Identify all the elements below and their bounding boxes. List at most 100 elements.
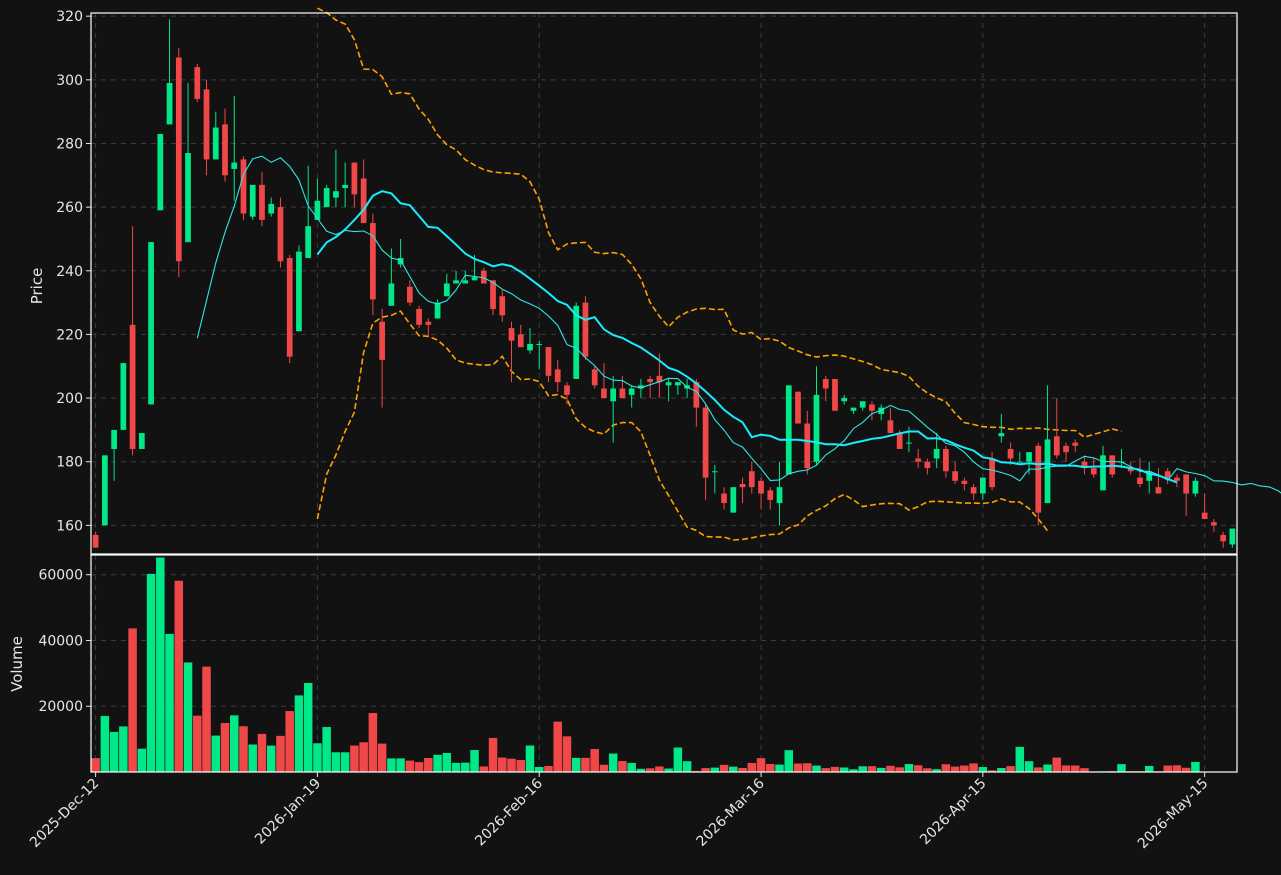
candle-down — [490, 280, 496, 309]
candle-down — [896, 433, 903, 449]
volume-bar — [1117, 764, 1126, 772]
volume-bar — [377, 743, 387, 772]
volume-bar — [193, 715, 202, 772]
volume-bar — [627, 762, 636, 772]
volume-bar — [322, 727, 331, 772]
volume-bar — [313, 743, 322, 772]
candle-down — [480, 270, 487, 284]
candle-down — [952, 471, 958, 481]
candle-down — [721, 493, 727, 504]
upper-band-line — [317, 7, 1122, 439]
candle-up — [628, 388, 635, 395]
volume-bar — [839, 767, 849, 772]
candle-up — [1100, 455, 1106, 491]
price-tick-label: 180 — [56, 455, 83, 471]
volume-bar — [387, 758, 396, 772]
volume-bar — [932, 769, 941, 772]
volume-bar — [645, 768, 655, 772]
candle-down — [379, 321, 385, 360]
volume-bar — [590, 749, 599, 772]
candle-up — [453, 280, 459, 284]
price-axis-label: Price — [28, 268, 46, 305]
candle-down — [693, 382, 700, 408]
candle-up — [148, 242, 154, 405]
volume-grid — [91, 555, 1237, 772]
price-plot-area — [91, 13, 1237, 554]
volume-bar — [664, 768, 673, 772]
price-tick-label: 240 — [56, 264, 83, 280]
volume-bar — [248, 744, 257, 772]
volume-bar — [109, 731, 119, 772]
candle-up — [1229, 528, 1236, 545]
volume-bar — [359, 742, 368, 772]
volume-bar — [174, 580, 184, 772]
volume-bars — [91, 557, 1200, 772]
volume-bar — [276, 735, 285, 772]
candle-down — [1220, 534, 1227, 542]
candle-down — [222, 124, 228, 176]
volume-bar — [303, 682, 313, 772]
volume-bar — [1015, 746, 1025, 772]
volume-bar — [710, 767, 720, 772]
candle-down — [277, 207, 284, 262]
volume-bar — [91, 758, 100, 772]
candle-up — [111, 429, 117, 449]
volume-bar — [1043, 764, 1052, 772]
candle-up — [249, 184, 256, 217]
volume-bar — [220, 723, 230, 772]
volume-bar — [507, 758, 516, 772]
candle-up — [711, 471, 718, 473]
volume-bar — [987, 770, 997, 772]
candle-up — [231, 162, 238, 169]
volume-bar — [784, 750, 794, 772]
volume-bar — [165, 633, 174, 772]
volume-bar — [479, 766, 489, 772]
volume-bar — [119, 726, 128, 772]
volume-bar — [553, 721, 562, 772]
candle-down — [970, 487, 977, 494]
candle-down — [1127, 468, 1134, 472]
volume-bar — [100, 715, 110, 772]
volume-bar — [923, 768, 932, 772]
volume-bar — [895, 767, 904, 772]
volume-bar — [821, 768, 830, 772]
price-candles — [92, 19, 1236, 548]
candle-up — [1192, 480, 1199, 494]
candle-up — [434, 302, 441, 319]
candle-down — [804, 423, 811, 469]
candle-up — [776, 487, 783, 504]
candle-down — [915, 458, 922, 462]
candle-down — [961, 480, 968, 484]
volume-bar — [960, 765, 969, 772]
volume-bar — [266, 745, 276, 772]
volume-bar — [1181, 767, 1191, 772]
candle-up — [638, 385, 644, 389]
candle-down — [601, 388, 607, 399]
price-y-ticks: 160 180 200 220 240 260 280 300 320 — [56, 9, 91, 534]
volume-bar — [747, 762, 757, 772]
volume-bar — [211, 735, 221, 772]
price-tick-label: 320 — [56, 9, 83, 25]
candle-up — [342, 184, 349, 189]
volume-bar — [350, 745, 359, 772]
candle-down — [360, 178, 367, 224]
candle-down — [1211, 522, 1217, 526]
volume-bar — [137, 748, 147, 772]
candle-up — [268, 203, 275, 214]
volume-bar — [886, 765, 895, 772]
candle-down — [1053, 436, 1060, 456]
candle-up — [859, 401, 866, 408]
volume-bar — [331, 752, 341, 772]
candle-up — [674, 382, 681, 386]
volume-bar — [534, 766, 544, 772]
candle-up — [730, 487, 737, 513]
candle-up — [527, 343, 533, 351]
volume-bar — [766, 763, 775, 772]
candle-down — [943, 448, 949, 472]
candle-up — [841, 398, 848, 402]
price-tick-label: 160 — [56, 518, 83, 534]
volume-panel: 20000 40000 60000 Volume — [8, 554, 1238, 773]
volume-bar — [655, 766, 664, 772]
volume-bar — [1024, 761, 1034, 772]
volume-bar — [562, 736, 572, 772]
